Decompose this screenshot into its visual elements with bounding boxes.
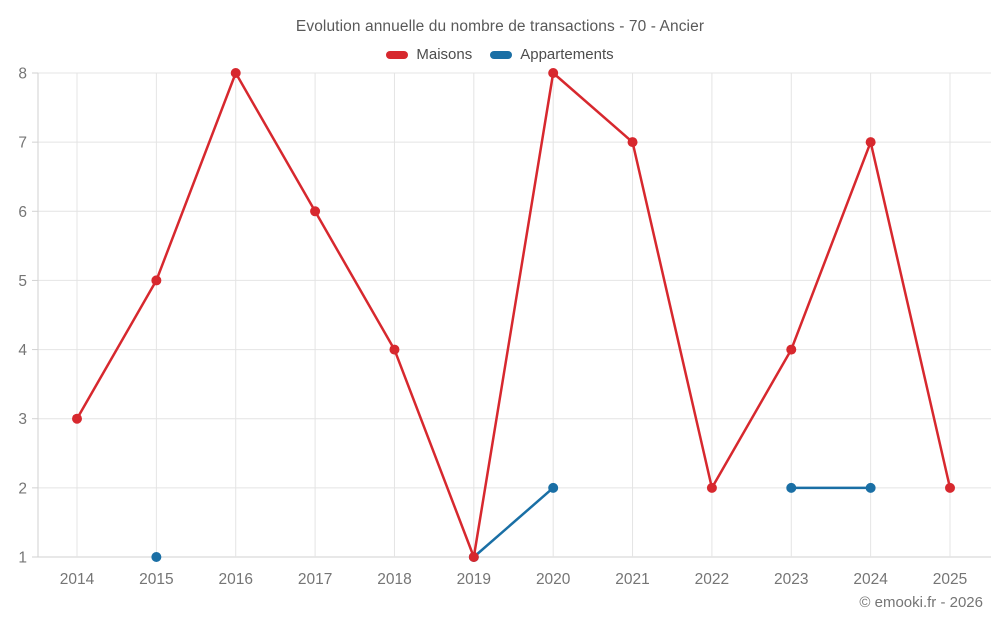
svg-text:7: 7 xyxy=(18,135,27,152)
legend-label-maisons: Maisons xyxy=(416,46,473,63)
chart-title: Evolution annuelle du nombre de transact… xyxy=(295,18,705,35)
appartements-swatch-icon xyxy=(490,50,513,59)
credit-text: © emooki.fr - 2026 xyxy=(859,594,983,611)
svg-text:2022: 2022 xyxy=(695,571,729,588)
svg-text:2016: 2016 xyxy=(218,571,252,588)
svg-text:1: 1 xyxy=(18,550,27,567)
svg-text:2015: 2015 xyxy=(139,571,173,588)
svg-text:2019: 2019 xyxy=(457,571,491,588)
maisons-swatch-icon xyxy=(386,50,409,59)
legend-item-appartements[interactable]: Appartements xyxy=(490,46,614,63)
svg-text:2020: 2020 xyxy=(536,571,571,588)
legend-label-appartements: Appartements xyxy=(520,46,614,63)
svg-text:2023: 2023 xyxy=(774,571,808,588)
svg-text:2017: 2017 xyxy=(298,571,332,588)
legend-item-maisons[interactable]: Maisons xyxy=(386,46,472,63)
svg-text:3: 3 xyxy=(18,411,27,428)
svg-text:2024: 2024 xyxy=(853,571,888,588)
svg-text:2014: 2014 xyxy=(60,571,95,588)
svg-text:5: 5 xyxy=(18,273,27,290)
svg-text:2: 2 xyxy=(18,480,27,497)
svg-text:2025: 2025 xyxy=(933,571,967,588)
svg-text:4: 4 xyxy=(18,342,27,359)
svg-text:6: 6 xyxy=(18,204,27,221)
svg-text:2021: 2021 xyxy=(615,571,649,588)
chart-legend: Maisons Appartements xyxy=(0,46,1000,63)
svg-text:8: 8 xyxy=(18,66,27,83)
svg-text:2018: 2018 xyxy=(377,571,411,588)
